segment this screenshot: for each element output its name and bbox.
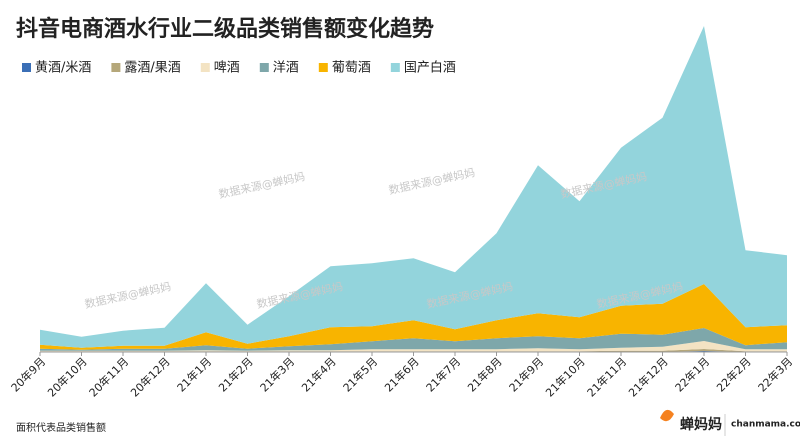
x-tick-label: 21年11月 bbox=[584, 354, 629, 399]
legend-swatch bbox=[318, 63, 328, 72]
legend-swatch bbox=[22, 63, 31, 72]
legend-label: 葡萄酒 bbox=[332, 61, 371, 76]
legend-label: 露酒/果酒 bbox=[124, 61, 180, 76]
legend-label: 啤酒 bbox=[214, 61, 240, 76]
legend-swatch bbox=[111, 63, 121, 72]
area bbox=[40, 284, 787, 350]
x-tick-label: 20年11月 bbox=[86, 354, 131, 399]
x-tick-label: 21年5月 bbox=[340, 354, 380, 394]
legend-label: 洋酒 bbox=[273, 61, 299, 76]
area bbox=[40, 349, 787, 352]
site: chanmama.com bbox=[731, 420, 800, 430]
x-tick-label: 20年10月 bbox=[44, 354, 89, 399]
legend-label: 国产白酒 bbox=[404, 60, 456, 76]
legend-label: 黄酒/米酒 bbox=[35, 61, 91, 76]
x-tick-label: 21年9月 bbox=[506, 354, 546, 394]
x-tick-label: 21年10月 bbox=[542, 354, 587, 399]
x-tick-label: 21年1月 bbox=[174, 354, 214, 394]
x-tick-label: 22年3月 bbox=[755, 354, 795, 394]
legend-swatch bbox=[200, 63, 210, 72]
x-tick-label: 21年7月 bbox=[423, 354, 463, 394]
legend-swatch bbox=[390, 63, 400, 72]
watermark: 数据来源@蝉妈妈 bbox=[83, 279, 172, 311]
x-tick-label: 20年9月 bbox=[8, 354, 48, 394]
footnote: 面积代表品类销售额 bbox=[16, 421, 106, 434]
watermark: 数据来源@蝉妈妈 bbox=[217, 169, 306, 201]
x-tick-label: 21年4月 bbox=[298, 354, 338, 394]
area bbox=[40, 26, 787, 348]
x-tick-label: 20年12月 bbox=[127, 354, 172, 399]
x-tick-label: 21年12月 bbox=[625, 354, 670, 399]
x-tick-label: 22年1月 bbox=[672, 354, 712, 394]
x-tick-label: 21年2月 bbox=[215, 354, 255, 394]
brand: 蝉妈妈 bbox=[680, 416, 722, 433]
chart-title: 抖音电商酒水行业二级品类销售额变化趋势 bbox=[16, 16, 434, 42]
logo: 蝉妈妈 chanmama.com bbox=[660, 409, 800, 436]
watermark: 数据来源@蝉妈妈 bbox=[387, 165, 476, 197]
x-tick-label: 21年6月 bbox=[381, 354, 421, 394]
x-tick-label: 21年3月 bbox=[257, 354, 297, 394]
area bbox=[40, 328, 787, 351]
area bbox=[40, 341, 787, 352]
legend-swatch bbox=[259, 63, 269, 72]
x-tick-label: 21年8月 bbox=[464, 354, 504, 394]
x-tick-label: 22年2月 bbox=[713, 354, 753, 394]
